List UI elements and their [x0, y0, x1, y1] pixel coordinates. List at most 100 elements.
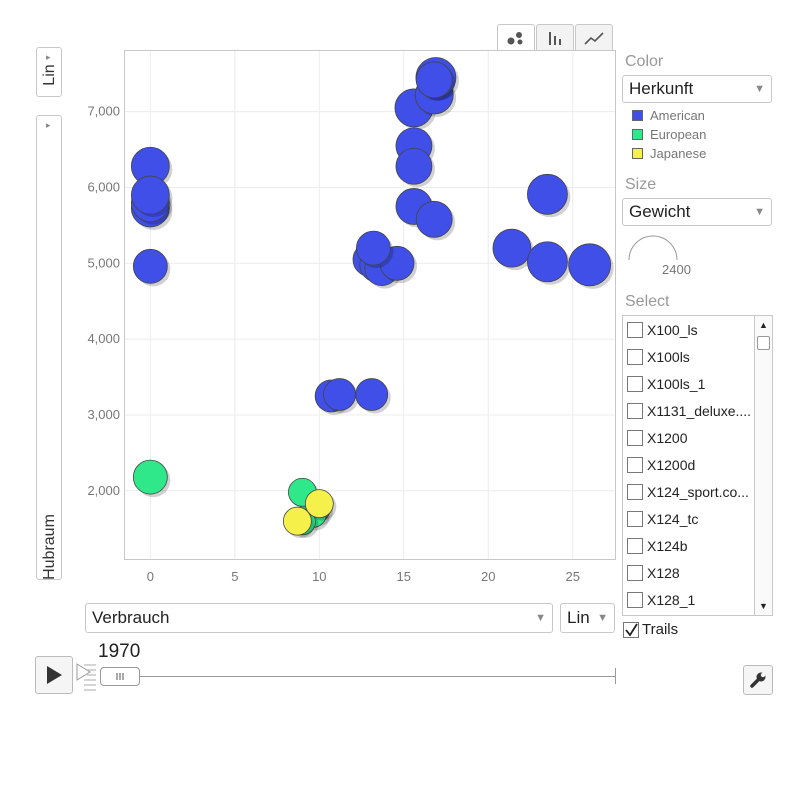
data-point-american[interactable]	[130, 175, 170, 215]
dropdown-arrow-icon: ▼	[597, 612, 608, 624]
select-item-checkbox[interactable]	[627, 483, 643, 500]
scroll-up-icon[interactable]: ▲	[759, 320, 768, 330]
tab-bubble-chart[interactable]	[497, 24, 535, 50]
grip-icon	[116, 673, 124, 680]
x-tick-label: 20	[481, 569, 495, 584]
play-icon	[47, 666, 62, 684]
size-panel-title: Size	[625, 176, 657, 193]
select-list-item[interactable]: X100ls_1	[623, 370, 772, 397]
x-variable-dropdown[interactable]: Verbrauch ▼	[85, 603, 553, 633]
select-list-item[interactable]: X1131_deluxe....	[623, 397, 772, 424]
x-tick-label: 25	[566, 569, 580, 584]
select-list-item[interactable]: X1200	[623, 424, 772, 451]
select-item-checkbox[interactable]	[627, 591, 643, 608]
select-item-label: X124_sport.co...	[647, 483, 749, 500]
data-point-american[interactable]	[568, 243, 612, 287]
data-point-american[interactable]	[395, 147, 433, 185]
data-point-japanese[interactable]	[304, 489, 334, 519]
plot-area[interactable]	[124, 50, 616, 560]
chart-type-tabs	[497, 24, 616, 50]
select-item-checkbox[interactable]	[627, 564, 643, 581]
select-item-label: X1200	[647, 429, 688, 446]
data-point-american[interactable]	[527, 241, 568, 283]
select-item-label: X100ls_1	[647, 375, 706, 392]
select-item-label: X100ls	[647, 348, 690, 365]
y-tick-label: 7,000	[87, 104, 120, 119]
x-variable-label: Verbrauch	[92, 608, 170, 627]
scroll-down-icon[interactable]: ▼	[759, 601, 768, 611]
select-list-item[interactable]: X100_ls	[623, 316, 772, 343]
data-point-american[interactable]	[323, 378, 356, 411]
y-tick-label: 4,000	[87, 331, 120, 346]
dropdown-arrow-icon: ▼	[754, 206, 765, 218]
select-item-checkbox[interactable]	[627, 456, 643, 473]
scroll-thumb[interactable]	[757, 336, 770, 350]
y-variable-dropdown[interactable]: ▸ Hubraum	[36, 115, 62, 580]
legend-label: American	[650, 108, 705, 123]
y-scale-dropdown[interactable]: ▸ Lin	[36, 47, 62, 97]
select-list-item[interactable]: X128	[623, 559, 772, 586]
x-scale-dropdown[interactable]: Lin ▼	[560, 603, 615, 633]
settings-button[interactable]	[743, 665, 773, 695]
legend-label: Japanese	[650, 146, 707, 161]
select-item-checkbox[interactable]	[627, 321, 643, 338]
data-point-japanese[interactable]	[282, 506, 312, 536]
y-tick-label: 2,000	[87, 483, 120, 498]
select-item-label: X124b	[647, 537, 688, 554]
x-tick-label: 15	[397, 569, 411, 584]
data-point-american[interactable]	[415, 61, 453, 99]
legend-swatch	[632, 110, 643, 121]
wrench-icon	[750, 672, 766, 688]
select-item-checkbox[interactable]	[627, 537, 643, 554]
trails-toggle[interactable]: Trails	[623, 621, 678, 638]
x-tick-label: 5	[231, 569, 238, 584]
color-selected: Herkunft	[629, 79, 694, 98]
speed-control-icon[interactable]	[76, 662, 98, 692]
data-point-american[interactable]	[527, 173, 568, 215]
select-list-item[interactable]: X100ls	[623, 343, 772, 370]
legend-item: American	[632, 108, 705, 123]
size-dropdown[interactable]: Gewicht ▼	[622, 198, 772, 226]
select-item-label: X128	[647, 564, 680, 581]
y-tick-label: 6,000	[87, 179, 120, 194]
select-item-label: X1200d	[647, 456, 696, 473]
bar-chart-icon	[549, 31, 561, 45]
checkmark-icon	[625, 623, 638, 637]
select-scrollbar[interactable]: ▲ ▼	[754, 316, 772, 615]
trails-checkbox[interactable]	[623, 621, 639, 638]
select-list-item[interactable]: X124_tc	[623, 505, 772, 532]
select-item-checkbox[interactable]	[627, 402, 643, 419]
select-item-label: X100_ls	[647, 321, 698, 338]
scatter-chart: 0 5 10 15 20 25 2,000 3,000 4,000 5,000 6,000 7,000	[87, 51, 615, 584]
select-item-label: X1131_deluxe....	[647, 402, 752, 419]
select-item-checkbox[interactable]	[627, 375, 643, 392]
data-point-european[interactable]	[132, 459, 168, 495]
select-item-checkbox[interactable]	[627, 429, 643, 446]
select-item-label: X128_1	[647, 591, 696, 608]
data-point-american[interactable]	[415, 200, 453, 238]
timeline-slider-handle[interactable]	[100, 667, 140, 686]
dropdown-arrow-icon: ▼	[754, 83, 765, 95]
tab-bar-chart[interactable]	[536, 24, 574, 50]
select-item-checkbox[interactable]	[627, 510, 643, 527]
color-dropdown[interactable]: Herkunft ▼	[622, 75, 772, 103]
select-list[interactable]: X100_ls X100ls X100ls_1 X1131_deluxe.... X12…	[622, 315, 773, 616]
legend-swatch	[632, 148, 643, 159]
dropdown-arrow-icon: ▸	[46, 120, 51, 130]
line-chart-icon	[584, 31, 604, 45]
select-item-checkbox[interactable]	[627, 348, 643, 365]
data-point-american[interactable]	[355, 230, 391, 266]
select-list-item[interactable]: X124b	[623, 532, 772, 559]
tab-line-chart[interactable]	[575, 24, 613, 50]
y-tick-label: 5,000	[87, 255, 120, 270]
legend-label: European	[650, 127, 707, 142]
select-list-item[interactable]: X124_sport.co...	[623, 478, 772, 505]
data-point-american[interactable]	[355, 378, 389, 411]
play-button[interactable]	[35, 656, 73, 694]
select-list-item[interactable]: X128_1	[623, 586, 772, 613]
data-point-american[interactable]	[492, 228, 532, 268]
select-list-item[interactable]: X1200d	[623, 451, 772, 478]
size-legend-value: 2400	[662, 262, 691, 277]
timeline-track[interactable]	[120, 676, 616, 677]
data-point-american[interactable]	[132, 248, 168, 284]
